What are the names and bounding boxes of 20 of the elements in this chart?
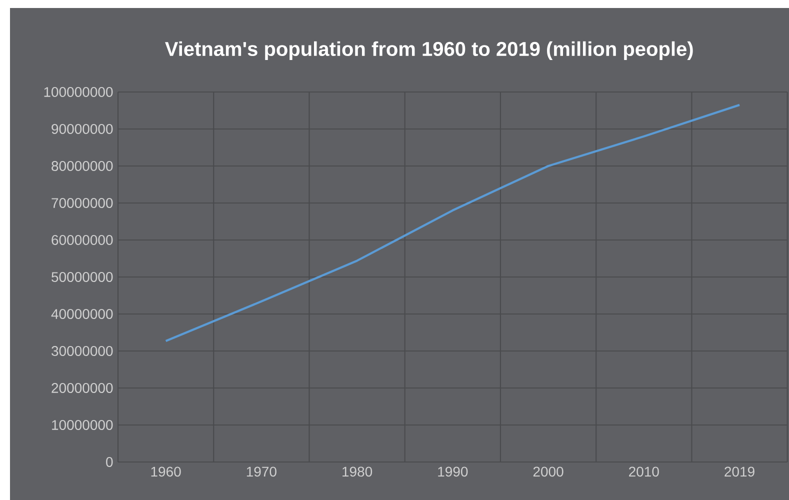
y-tick-label: 70000000 — [52, 198, 113, 208]
y-tick-label: 90000000 — [52, 124, 113, 134]
x-tick-label: 2000 — [533, 466, 564, 477]
x-tick-label: 2010 — [629, 466, 659, 477]
chart-title: Vietnam's population from 1960 to 2019 (million people) — [165, 41, 693, 60]
y-tick-label: 80000000 — [52, 161, 113, 171]
x-tick-label: 2019 — [724, 466, 754, 477]
y-tick-label: 10000000 — [52, 420, 113, 430]
x-tick-label: 1990 — [438, 466, 468, 477]
line-series — [164, 104, 741, 342]
x-tick-label: 1980 — [342, 466, 372, 477]
x-tick-label: 1970 — [246, 466, 276, 477]
x-tick-label: 1960 — [151, 466, 181, 477]
y-tick-label: 20000000 — [52, 383, 113, 393]
y-tick-label: 30000000 — [52, 346, 113, 356]
y-tick-label: 40000000 — [51, 309, 113, 319]
y-tick-label: 100000000 — [44, 87, 113, 97]
y-tick-label: 50000000 — [52, 272, 113, 282]
y-tick-label: 60000000 — [52, 235, 113, 245]
y-tick-label: 0 — [106, 457, 113, 467]
